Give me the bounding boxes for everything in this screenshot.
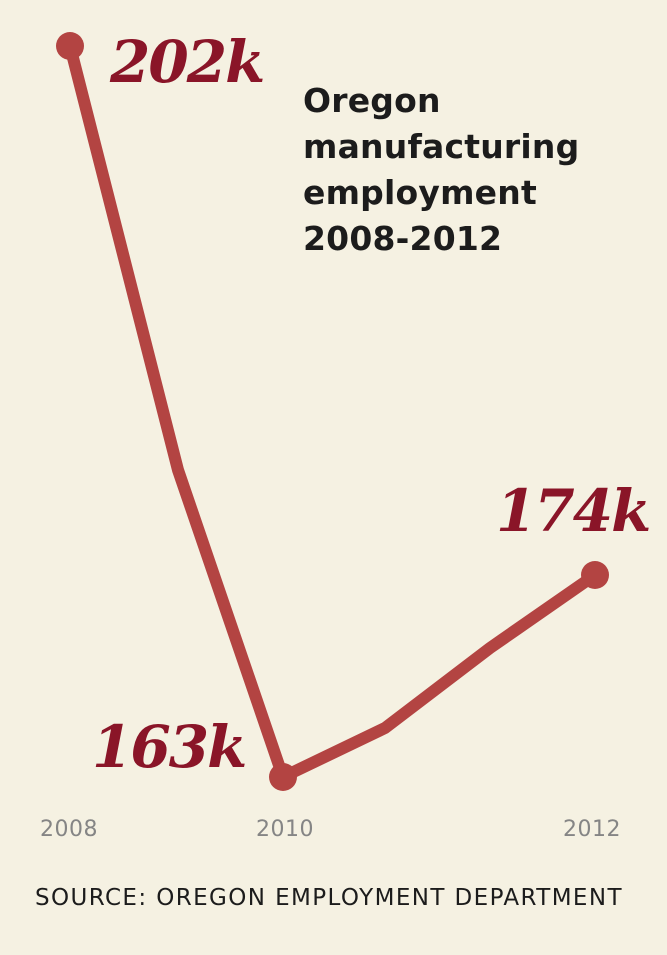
x-tick-2012: 2012 bbox=[563, 817, 621, 842]
source-note: SOURCE: OREGON EMPLOYMENT DEPARTMENT bbox=[35, 885, 623, 911]
chart-title: Oregon manufacturing employment 2008-201… bbox=[303, 78, 579, 262]
title-line-3: employment bbox=[303, 173, 537, 212]
title-line-4: 2008-2012 bbox=[303, 219, 503, 258]
data-point-2010 bbox=[269, 763, 297, 791]
title-line-2: manufacturing bbox=[303, 127, 580, 166]
data-point-2008 bbox=[56, 32, 84, 60]
x-tick-2008: 2008 bbox=[40, 817, 98, 842]
employment-line bbox=[64, 40, 601, 783]
data-point-2012 bbox=[581, 561, 609, 589]
title-line-1: Oregon bbox=[303, 81, 441, 120]
x-tick-2010: 2010 bbox=[256, 817, 314, 842]
value-label-2008: 202k bbox=[110, 28, 265, 96]
value-label-2010: 163k bbox=[92, 713, 247, 781]
value-label-2012: 174k bbox=[496, 477, 651, 545]
